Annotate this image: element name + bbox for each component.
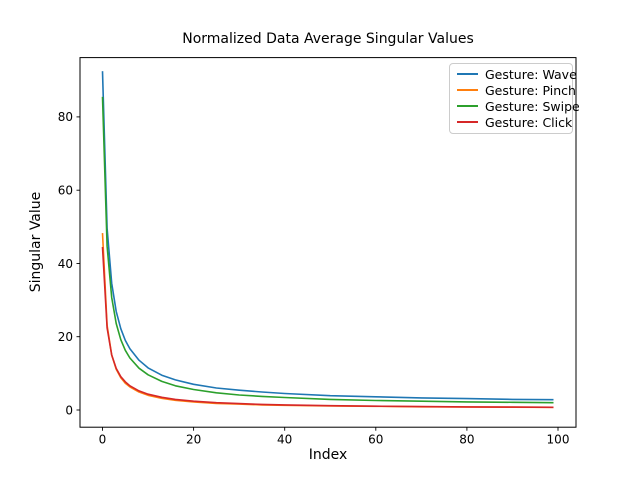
legend-line-sample [457, 89, 478, 91]
y-tick-label: 20 [58, 330, 73, 344]
y-tick-label: 80 [58, 110, 73, 124]
chart-title: Normalized Data Average Singular Values [182, 31, 474, 47]
x-tick-label: 20 [186, 433, 201, 447]
legend: Gesture: Wave Gesture: Pinch Gesture: Swip… [449, 63, 580, 134]
x-tick-label: 80 [459, 433, 474, 447]
series-line-click [101, 246, 554, 409]
legend-line-sample [457, 73, 478, 75]
legend-entry: Gesture: Swipe [457, 98, 580, 114]
legend-line-sample [457, 121, 478, 123]
legend-line-sample [457, 105, 478, 107]
legend-label: Gesture: Wave [485, 66, 577, 82]
legend-label: Gesture: Swipe [485, 98, 580, 114]
series-line-wave [101, 71, 554, 401]
legend-entry: Gesture: Pinch [457, 82, 576, 98]
y-axis-label: Singular Value [28, 191, 44, 293]
x-axis-label: Index [308, 447, 348, 463]
legend-entry: Gesture: Wave [457, 66, 577, 82]
y-tick-label: 0 [65, 403, 73, 417]
series-line-swipe [101, 96, 554, 404]
y-tick-label: 40 [58, 257, 73, 271]
legend-label: Gesture: Click [485, 114, 573, 130]
legend-entry: Gesture: Click [457, 114, 572, 130]
plot-border [79, 57, 577, 428]
x-tick-label: 100 [547, 433, 570, 447]
x-tick-label: 0 [99, 433, 107, 447]
series-line-pinch [101, 233, 554, 409]
y-tick-label: 60 [58, 184, 73, 198]
x-tick-label: 40 [277, 433, 292, 447]
x-tick-label: 60 [368, 433, 383, 447]
legend-label: Gesture: Pinch [485, 82, 576, 98]
